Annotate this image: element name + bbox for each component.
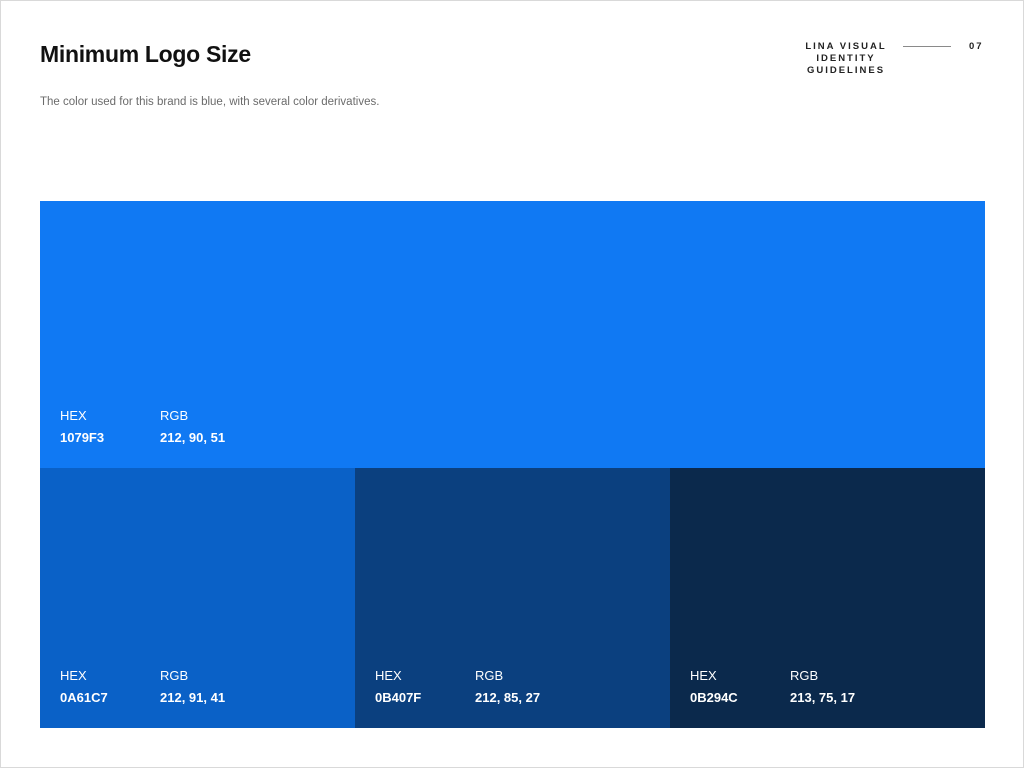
rgb-value: 212, 90, 51 (160, 430, 226, 445)
hex-label: HEX (375, 668, 402, 683)
swatch-info: HEX 0A61C7 RGB 212, 91, 41 (60, 668, 260, 706)
rgb-value: 213, 75, 17 (790, 690, 856, 705)
page-title: Minimum Logo Size (40, 41, 251, 67)
rgb-label: RGB (160, 408, 189, 423)
hex-value: 0B407F (375, 690, 422, 705)
document-label: LINA VISUAL IDENTITY GUIDELINES (791, 41, 901, 77)
rgb-label: RGB (475, 668, 504, 683)
color-swatch-dark: HEX 0B294C RGB 213, 75, 17 (670, 468, 985, 728)
rgb-value: 212, 91, 41 (160, 690, 226, 705)
color-swatch-primary: HEX 1079F3 RGB 212, 90, 51 (40, 201, 985, 468)
rgb-label: RGB (160, 668, 189, 683)
hex-label: HEX (60, 668, 87, 683)
swatch-info: HEX 0B294C RGB 213, 75, 17 (690, 668, 890, 706)
document-label-line: LINA VISUAL (805, 41, 887, 52)
swatch-info: HEX 0B407F RGB 212, 85, 27 (375, 668, 575, 706)
page-number: 07 (969, 41, 984, 52)
hex-label: HEX (690, 668, 717, 683)
hex-value: 0A61C7 (60, 690, 108, 705)
swatch-info: HEX 1079F3 RGB 212, 90, 51 (60, 408, 260, 446)
document-label-line: IDENTITY (816, 53, 876, 64)
color-swatch-secondary: HEX 0A61C7 RGB 212, 91, 41 (40, 468, 355, 728)
header-divider (903, 46, 951, 47)
document-label-line: GUIDELINES (806, 65, 886, 76)
color-swatch-tertiary: HEX 0B407F RGB 212, 85, 27 (355, 468, 670, 728)
rgb-label: RGB (790, 668, 819, 683)
page-subtitle: The color used for this brand is blue, w… (40, 96, 380, 108)
rgb-value: 212, 85, 27 (475, 690, 541, 705)
hex-value: 0B294C (690, 690, 738, 705)
hex-label: HEX (60, 408, 87, 423)
hex-value: 1079F3 (60, 430, 105, 445)
